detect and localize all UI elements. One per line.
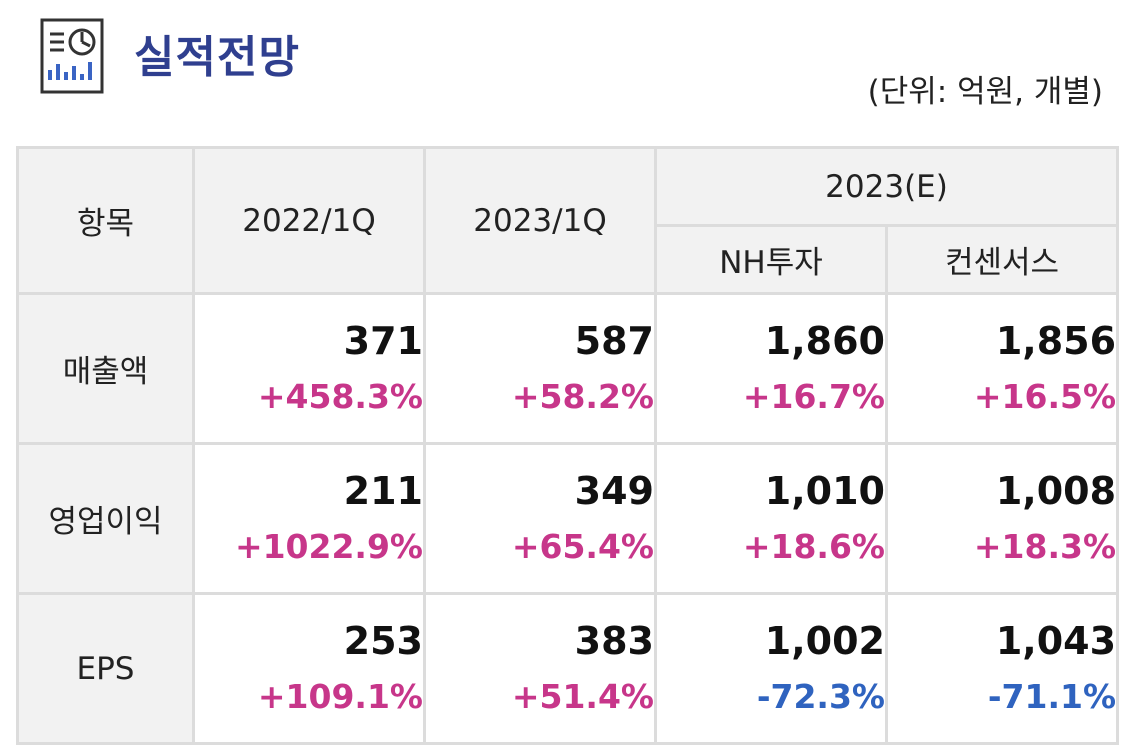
cell-value: 1,002 — [764, 618, 885, 663]
cell-value: 1,860 — [764, 318, 885, 363]
unit-note: (단위: 억원, 개별) — [867, 74, 1103, 110]
cell-value: 211 — [343, 468, 423, 513]
table-cell: 1,002 -72.3% — [654, 592, 888, 745]
cell-value: 1,043 — [995, 618, 1117, 663]
cell-value: 371 — [343, 318, 423, 363]
cell-value: 1,856 — [995, 318, 1117, 363]
cell-change: +16.7% — [742, 376, 885, 416]
cell-change: +458.3% — [257, 376, 423, 416]
cell-change: +58.2% — [511, 376, 654, 416]
cell-change: +16.5% — [973, 376, 1117, 416]
cell-change: +18.3% — [973, 526, 1117, 566]
cell-change: +1022.9% — [234, 526, 423, 566]
cell-change: +51.4% — [511, 676, 654, 716]
cell-value: 587 — [574, 318, 654, 363]
cell-change: +18.6% — [742, 526, 885, 566]
table-cell: 383 +51.4% — [423, 592, 657, 745]
row-label: EPS — [16, 592, 195, 745]
cell-value: 349 — [574, 468, 654, 513]
cell-value: 383 — [574, 618, 654, 663]
table-cell: 1,856 +16.5% — [884, 292, 1120, 445]
row-label: 영업이익 — [16, 442, 195, 595]
header-item: 항목 — [16, 146, 195, 295]
table-cell: 587 +58.2% — [423, 292, 657, 445]
header-2023e: 2023(E) — [653, 146, 1120, 227]
cell-value: 1,010 — [764, 468, 885, 513]
cell-change: -71.1% — [987, 676, 1117, 716]
table-row: 영업이익 211 +1022.9% 349 +65.4% 1,010 +18.6% 1,008… — [16, 442, 1120, 595]
table-cell: 253 +109.1% — [192, 592, 426, 745]
cell-value: 1,008 — [995, 468, 1117, 513]
header-consensus: 컨센서스 — [884, 224, 1120, 295]
table-row: EPS 253 +109.1% 383 +51.4% 1,002 -72.3% 1,043 -7… — [16, 592, 1120, 745]
earnings-forecast-table: 항목 2022/1Q 2023/1Q 2023(E) NH투자 컨센서스 매출액… — [16, 146, 1120, 745]
report-chart-icon — [40, 18, 104, 94]
table-cell: 1,008 +18.3% — [884, 442, 1120, 595]
header-2023-1q: 2023/1Q — [423, 146, 657, 295]
table-cell: 349 +65.4% — [423, 442, 657, 595]
table-row: 매출액 371 +458.3% 587 +58.2% 1,860 +16.7% 1,856 +1… — [16, 292, 1120, 445]
header-nh: NH투자 — [654, 224, 888, 295]
page-title: 실적전망 — [134, 32, 300, 83]
row-label: 매출액 — [16, 292, 195, 445]
cell-change: +109.1% — [257, 676, 423, 716]
table-cell: 1,043 -71.1% — [884, 592, 1120, 745]
table-cell: 1,860 +16.7% — [654, 292, 888, 445]
cell-change: -72.3% — [756, 676, 885, 716]
table-cell: 1,010 +18.6% — [654, 442, 888, 595]
cell-value: 253 — [343, 618, 423, 663]
table-cell: 371 +458.3% — [192, 292, 426, 445]
table-cell: 211 +1022.9% — [192, 442, 426, 595]
header-2022-1q: 2022/1Q — [192, 146, 426, 295]
cell-change: +65.4% — [511, 526, 654, 566]
